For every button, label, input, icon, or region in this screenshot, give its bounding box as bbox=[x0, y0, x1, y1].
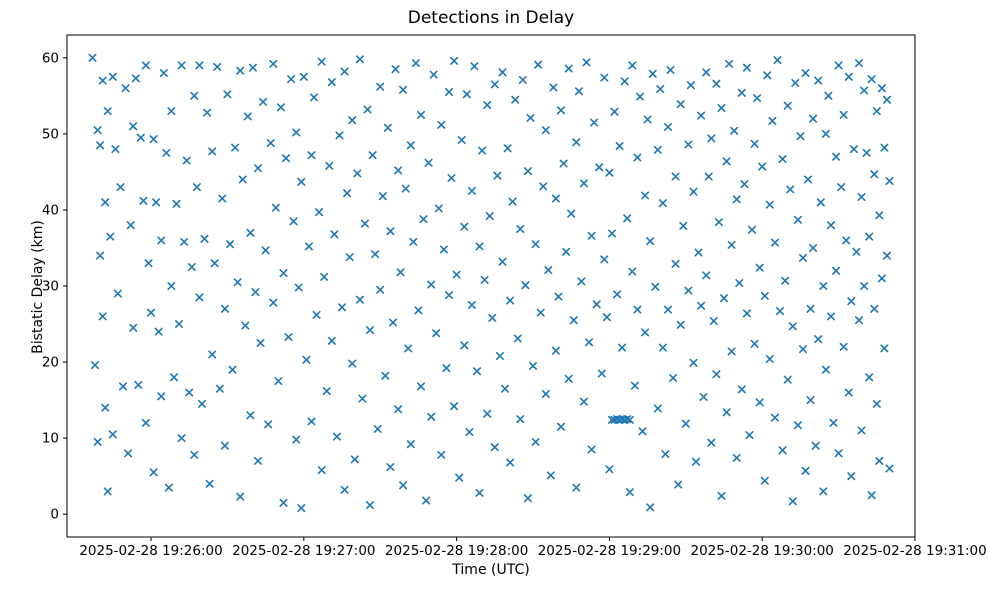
y-tick-label: 60 bbox=[42, 50, 59, 66]
x-tick-label: 2025-02-28 19:30:00 bbox=[691, 543, 834, 559]
x-tick-label: 2025-02-28 19:26:00 bbox=[79, 543, 222, 559]
y-tick-label: 30 bbox=[42, 279, 59, 295]
y-tick-label: 50 bbox=[42, 126, 59, 142]
chart-title: Detections in Delay bbox=[407, 8, 575, 28]
y-axis-label: Bistatic Delay (km) bbox=[30, 220, 46, 354]
y-tick-label: 40 bbox=[42, 202, 59, 218]
y-tick-label: 10 bbox=[42, 431, 59, 447]
y-tick-label: 20 bbox=[42, 355, 59, 371]
y-tick-label: 0 bbox=[50, 507, 59, 523]
plot-border bbox=[66, 34, 916, 538]
x-tick-label: 2025-02-28 19:28:00 bbox=[385, 543, 528, 559]
x-tick-label: 2025-02-28 19:29:00 bbox=[538, 543, 681, 559]
x-tick-label: 2025-02-28 19:27:00 bbox=[232, 543, 375, 559]
scatter-points bbox=[88, 53, 894, 513]
x-tick-label: 2025-02-28 19:31:00 bbox=[843, 543, 986, 559]
x-axis-label: Time (UTC) bbox=[452, 562, 530, 578]
